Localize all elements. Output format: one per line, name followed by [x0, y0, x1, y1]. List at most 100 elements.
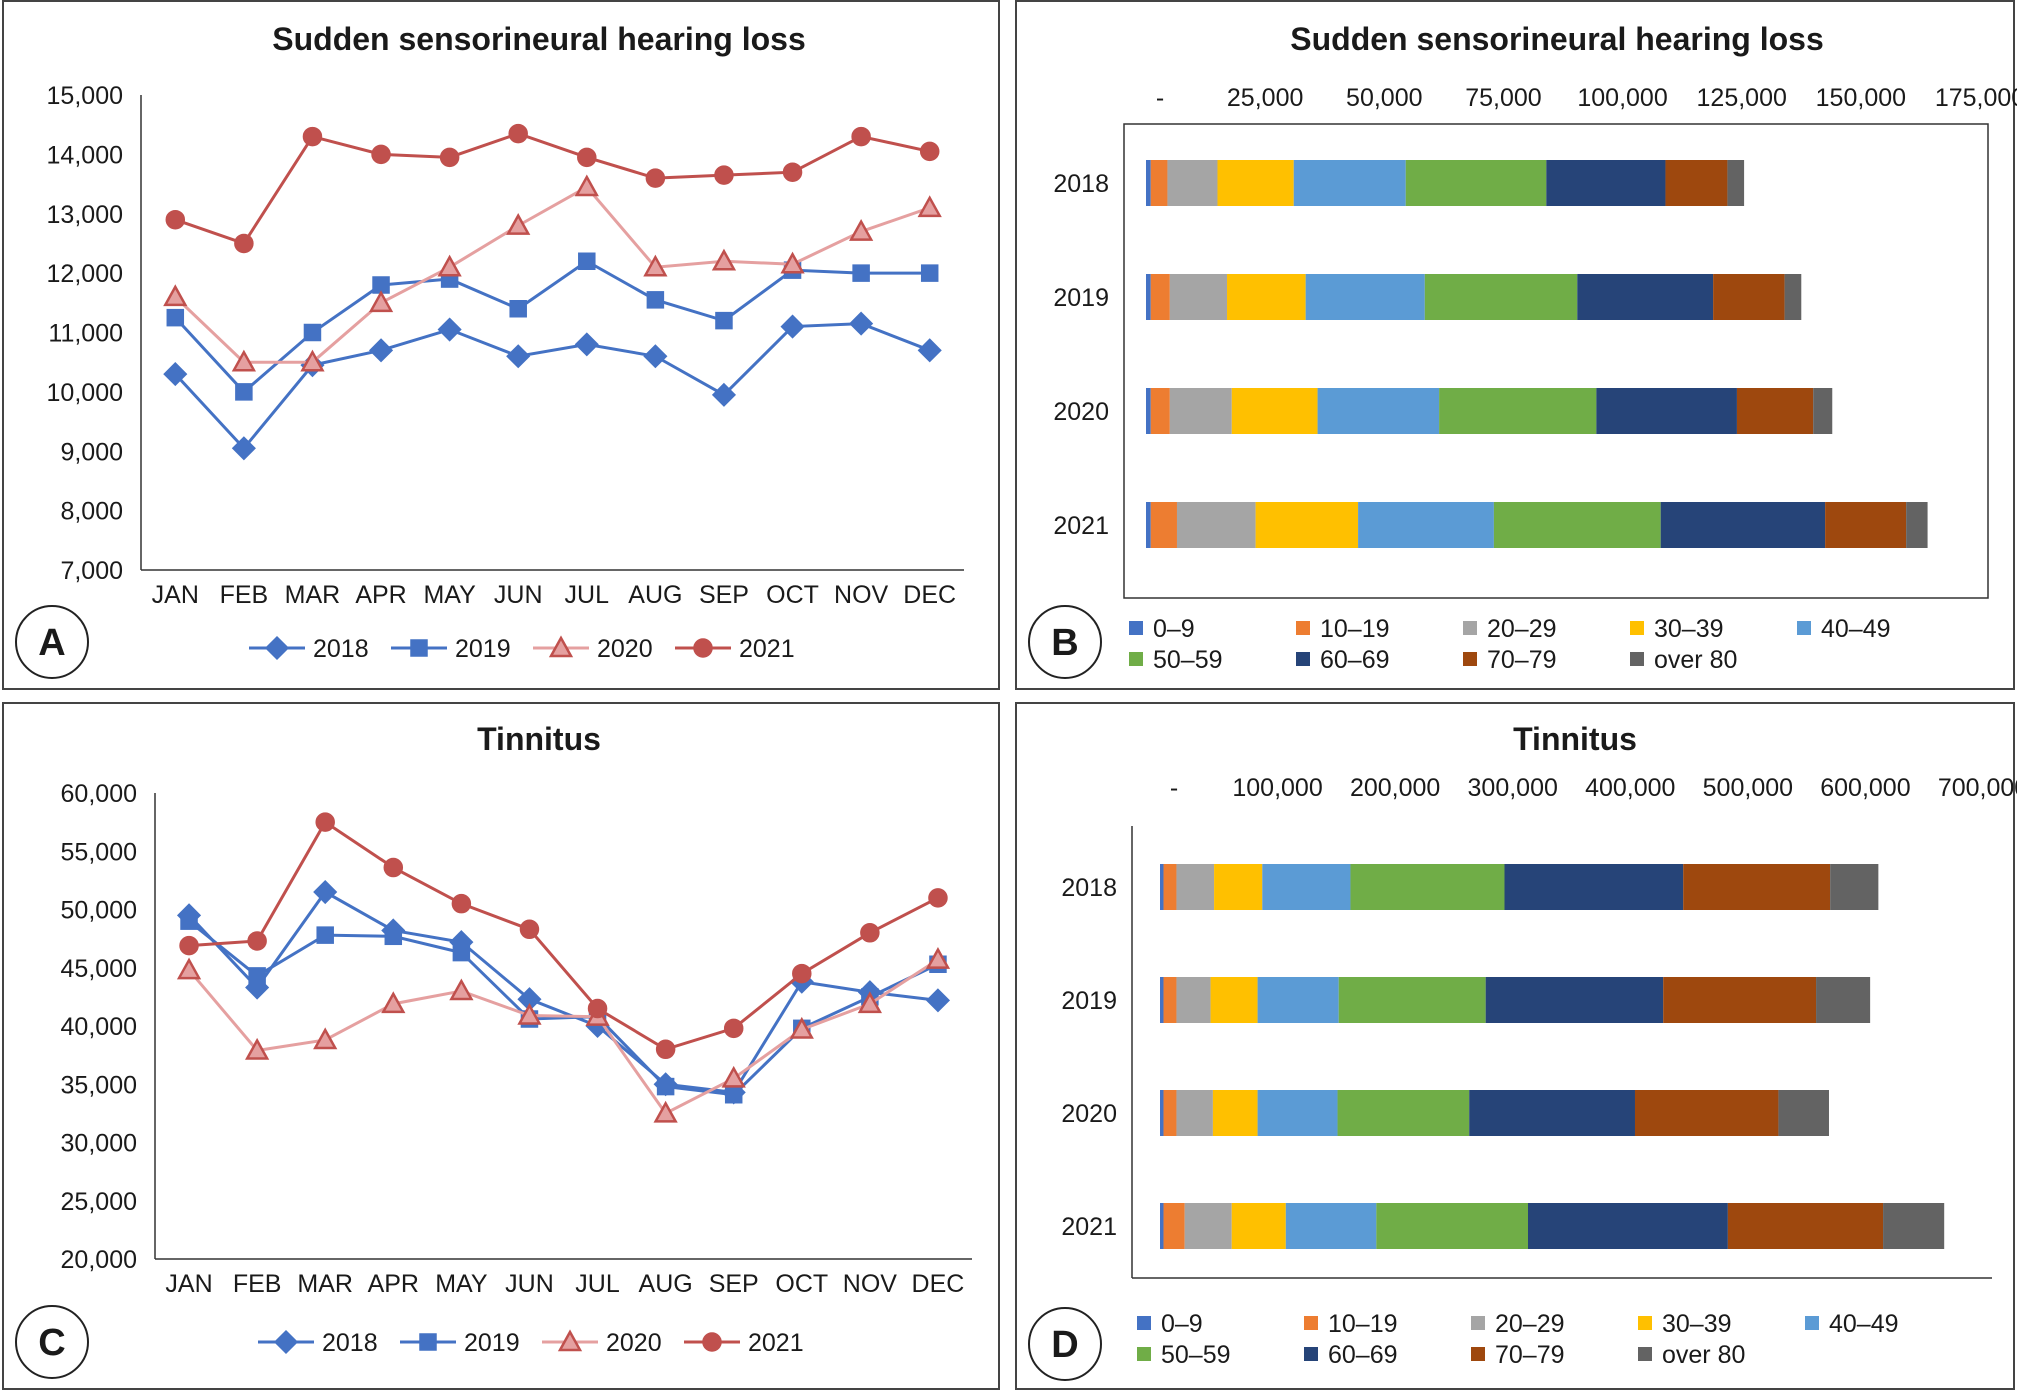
bar-segment-d-2019 — [1176, 977, 1211, 1023]
x-tick-label-d: 300,000 — [1468, 774, 1558, 802]
y-tick-label-a: 14,000 — [47, 141, 123, 169]
bar-segment-d-2021 — [1160, 1203, 1164, 1249]
legend-label-a-2019: 2019 — [455, 635, 511, 663]
legend-label-c-2018: 2018 — [322, 1329, 378, 1357]
badge-circle-c — [15, 1305, 89, 1379]
badge-letter-b: B — [1051, 622, 1078, 664]
x-tick-label-a: JAN — [152, 581, 199, 609]
bar-segment-b-2018 — [1546, 160, 1666, 206]
x-tick-label-c: NOV — [843, 1270, 898, 1298]
bar-segment-d-2019 — [1663, 977, 1817, 1023]
data-point-a-2021 — [165, 209, 186, 230]
data-point-a-2020 — [711, 248, 737, 271]
x-tick-label-a: MAR — [285, 581, 341, 609]
legend-swatch-b — [1129, 652, 1143, 666]
y-tick-label-c: 35,000 — [61, 1071, 137, 1099]
legend-swatch-b — [1129, 621, 1143, 635]
data-point-a-2020 — [368, 290, 394, 313]
x-tick-label-c: AUG — [639, 1270, 693, 1298]
y-tick-label-a: 7,000 — [60, 557, 123, 585]
bar-segment-b-2020 — [1596, 388, 1737, 434]
chart-d-svg: Tinnitus - 100,000 200,000 300,000 400,000 500… — [1028, 721, 2017, 1381]
category-label-b: 2018 — [1053, 170, 1109, 198]
y-tick-label-c: 25,000 — [61, 1188, 137, 1216]
bar-segment-b-2020 — [1231, 388, 1318, 434]
x-tick-label-a: SEP — [699, 581, 749, 609]
legend-label-a-2018: 2018 — [313, 635, 369, 663]
bar-segment-d-2019 — [1163, 977, 1177, 1023]
bar-segment-b-2021 — [1255, 502, 1359, 548]
data-point-a-2018 — [506, 344, 531, 369]
x-tick-label-d: 400,000 — [1585, 774, 1675, 802]
x-tick-label-c: DEC — [912, 1270, 965, 1298]
badge-letter-d: D — [1051, 1324, 1078, 1366]
data-point-a-2019 — [715, 311, 733, 330]
data-point-a-2020 — [849, 218, 874, 241]
bar-segment-b-2019 — [1150, 274, 1170, 320]
bar-segment-b-2019 — [1146, 274, 1151, 320]
data-point-a-2021 — [645, 168, 666, 188]
data-point-c-2020 — [925, 947, 951, 969]
chart-title-b: Sudden sensorineural hearing loss — [1290, 21, 1823, 57]
bar-segment-d-2020 — [1176, 1090, 1213, 1136]
bar-segment-d-2021 — [1527, 1203, 1728, 1249]
bar-segment-d-2018 — [1160, 864, 1164, 910]
y-tick-label-c: 40,000 — [61, 1013, 137, 1041]
legend-label-c-2019: 2019 — [464, 1329, 520, 1357]
data-point-a-2018 — [163, 362, 188, 387]
bar-segment-d-2020 — [1337, 1090, 1470, 1136]
x-tick-label-c: OCT — [775, 1270, 828, 1298]
data-point-a-2018 — [231, 436, 256, 461]
legend-label-d: over 80 — [1662, 1341, 1745, 1369]
legend-marker-a-2018 — [264, 635, 290, 661]
legend-label-b: 60–69 — [1320, 646, 1390, 674]
legend-swatch-d — [1638, 1316, 1652, 1330]
data-point-a-2020 — [917, 195, 942, 218]
data-point-a-2021 — [371, 144, 391, 165]
bar-segment-b-2020 — [1146, 388, 1151, 434]
bar-segment-b-2019 — [1227, 274, 1306, 320]
bar-segment-b-2021 — [1906, 502, 1928, 548]
data-point-a-2018 — [780, 314, 805, 339]
y-tick-label-a: 11,000 — [48, 320, 123, 348]
bar-segment-b-2018 — [1665, 160, 1728, 206]
legend-label-d: 50–59 — [1161, 1341, 1231, 1369]
x-tick-label-a: OCT — [766, 581, 819, 609]
badge-letter-a: A — [38, 622, 65, 664]
bar-segment-b-2020 — [1150, 388, 1170, 434]
data-point-c-2020 — [653, 1100, 678, 1123]
legend-label-b: 50–59 — [1153, 646, 1223, 674]
panel-b-bar-chart: Sudden sensorineural hearing loss - 25,000… — [1015, 0, 2017, 690]
x-tick-label-d: 100,000 — [1232, 774, 1322, 802]
legend-label-d: 20–29 — [1495, 1310, 1565, 1338]
series-line-a-2018 — [174, 322, 931, 451]
bar-segment-b-2021 — [1825, 502, 1907, 548]
x-tick-label-d: 600,000 — [1820, 774, 1910, 802]
category-label-b: 2021 — [1053, 512, 1109, 540]
y-tick-label-a: 10,000 — [47, 379, 123, 407]
legend-label-c-2020: 2020 — [606, 1329, 662, 1357]
chart-title-d: Tinnitus — [1513, 721, 1637, 757]
bar-segment-d-2019 — [1257, 977, 1339, 1023]
legend-swatch-d — [1137, 1316, 1151, 1330]
data-point-a-2019 — [646, 291, 665, 309]
bar-segment-d-2018 — [1163, 864, 1177, 910]
x-tick-label-b: 100,000 — [1577, 84, 1667, 112]
y-tick-label-c: 50,000 — [61, 897, 137, 925]
data-point-a-2019 — [578, 252, 596, 270]
category-label-b: 2020 — [1053, 398, 1109, 426]
legend-label-a-2021: 2021 — [739, 635, 795, 663]
data-point-c-2019 — [724, 1085, 743, 1104]
data-point-c-2020 — [857, 991, 882, 1014]
badge-circle-b — [1028, 605, 1102, 679]
legend-swatch-d — [1304, 1316, 1318, 1330]
legend-swatch-b — [1296, 621, 1310, 635]
data-point-c-2018 — [313, 879, 338, 905]
data-point-c-2020 — [721, 1065, 746, 1088]
bar-segment-d-2020 — [1212, 1090, 1258, 1136]
legend-marker-c-2020 — [557, 1329, 583, 1352]
legend-swatch-b — [1797, 621, 1811, 635]
bar-segment-d-2021 — [1285, 1203, 1377, 1249]
data-point-c-2021 — [655, 1039, 676, 1060]
data-point-a-2018 — [849, 311, 874, 336]
